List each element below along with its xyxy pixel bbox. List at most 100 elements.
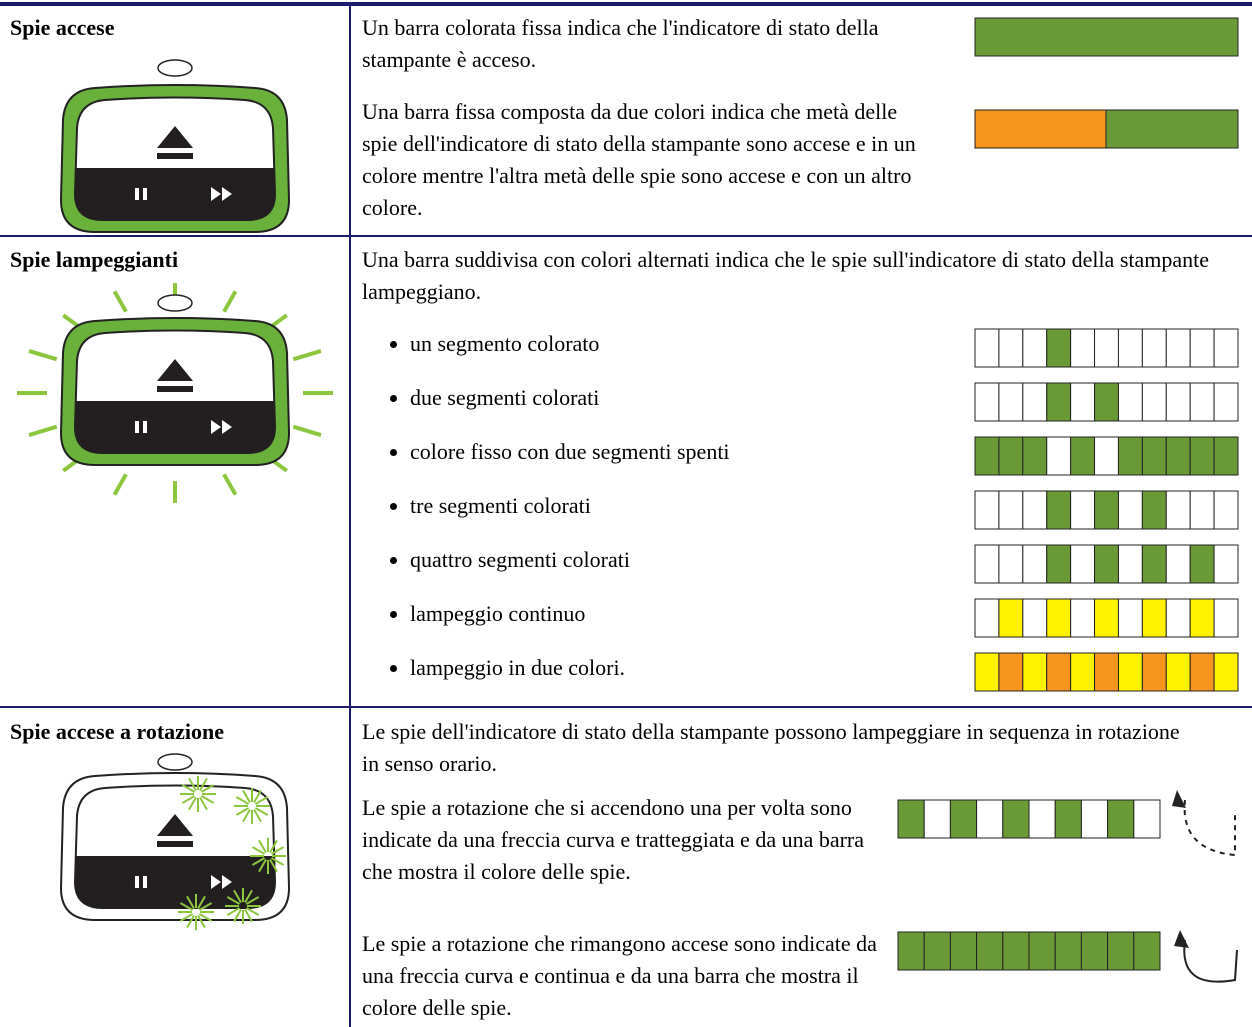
segment xyxy=(1046,490,1072,530)
bullet: un segmento colorato xyxy=(410,317,970,371)
segment xyxy=(1141,382,1167,422)
star-ray xyxy=(244,908,253,923)
segment xyxy=(1189,490,1215,530)
segment xyxy=(1094,436,1119,476)
segment xyxy=(998,382,1024,422)
segment xyxy=(1046,652,1072,692)
segment xyxy=(1165,544,1191,584)
segment xyxy=(923,931,951,971)
star-ray xyxy=(198,913,213,922)
star-ray xyxy=(188,777,197,792)
segment xyxy=(974,652,1000,692)
segment xyxy=(1022,382,1048,422)
segment xyxy=(1189,652,1215,692)
star-ray xyxy=(200,795,215,804)
ray xyxy=(112,290,128,313)
segment xyxy=(1117,652,1143,692)
segment xyxy=(897,931,925,971)
segment xyxy=(1213,544,1239,584)
segment xyxy=(923,799,951,839)
segment xyxy=(1117,598,1143,638)
star-ray xyxy=(235,796,250,805)
segment xyxy=(1070,598,1096,638)
segment xyxy=(1141,490,1167,530)
bullet-list: un segmento colorato due segmenti colora… xyxy=(362,317,970,695)
segment xyxy=(1046,382,1072,422)
star-ray xyxy=(186,914,195,929)
segment xyxy=(1094,598,1119,638)
segment xyxy=(1133,931,1161,971)
segment xyxy=(998,436,1024,476)
ray xyxy=(292,348,322,362)
segment xyxy=(998,544,1024,584)
segment xyxy=(1189,544,1215,584)
segment xyxy=(1107,799,1135,839)
segment xyxy=(897,799,925,839)
ray xyxy=(28,348,58,362)
star-ray xyxy=(235,807,250,816)
paragraph: Le spie a rotazione che si accendono una… xyxy=(362,795,865,884)
star-ray xyxy=(251,857,266,866)
segment xyxy=(1070,328,1096,368)
segment xyxy=(1141,598,1167,638)
segment xyxy=(1022,328,1048,368)
segment xyxy=(1002,799,1030,839)
star-ray xyxy=(199,796,208,811)
segment xyxy=(1070,382,1096,422)
star-ray xyxy=(233,908,242,923)
bullet: due segmenti colorati xyxy=(410,371,970,425)
star-ray xyxy=(186,895,195,910)
segment xyxy=(1002,931,1030,971)
row-label: Spie accese a rotazione xyxy=(10,719,225,744)
bullet: tre segmenti colorati xyxy=(410,479,970,533)
ray xyxy=(292,424,322,438)
star-ray xyxy=(270,857,285,866)
star-ray xyxy=(253,789,262,804)
star-ray xyxy=(200,784,215,793)
segment xyxy=(1141,544,1167,584)
segment xyxy=(1117,490,1143,530)
star-ray xyxy=(242,808,251,823)
star-ray xyxy=(226,907,241,916)
star-ray xyxy=(179,913,194,922)
paragraph: Una barra fissa composta da due colori i… xyxy=(362,99,916,220)
star-ray xyxy=(269,839,278,854)
segment xyxy=(1022,544,1048,584)
segment xyxy=(998,490,1024,530)
segment xyxy=(1022,598,1048,638)
star-ray xyxy=(244,889,253,904)
segment xyxy=(974,382,1000,422)
star-ray xyxy=(254,796,269,805)
segment xyxy=(974,544,1000,584)
star-ray xyxy=(197,914,206,929)
segment xyxy=(998,598,1024,638)
star-ray xyxy=(197,895,206,910)
bullet: lampeggio in due colori. xyxy=(410,641,970,695)
star-ray xyxy=(233,889,242,904)
segment xyxy=(1141,652,1167,692)
star-ray xyxy=(253,808,262,823)
paragraph: Una barra suddivisa con colori alternati… xyxy=(362,247,1210,304)
segment xyxy=(1022,652,1048,692)
star-ray xyxy=(258,839,267,854)
segment xyxy=(1054,799,1082,839)
segment xyxy=(1117,436,1143,476)
paragraph: Un barra colorata fissa indica che l'ind… xyxy=(362,15,879,72)
star-ray xyxy=(254,807,269,816)
row-label: Spie lampeggianti xyxy=(10,247,179,272)
segment xyxy=(974,436,1000,476)
segment xyxy=(1117,382,1143,422)
segment xyxy=(1070,436,1096,476)
segment xyxy=(1189,328,1215,368)
paragraph: Le spie dell'indicatore di stato della s… xyxy=(362,719,1180,776)
star-ray xyxy=(245,907,260,916)
ray xyxy=(222,473,238,496)
segment xyxy=(1189,382,1215,422)
segment xyxy=(974,490,1000,530)
segment xyxy=(1070,652,1096,692)
star-ray xyxy=(181,784,196,793)
star-ray xyxy=(226,896,241,905)
star-ray xyxy=(269,858,278,873)
